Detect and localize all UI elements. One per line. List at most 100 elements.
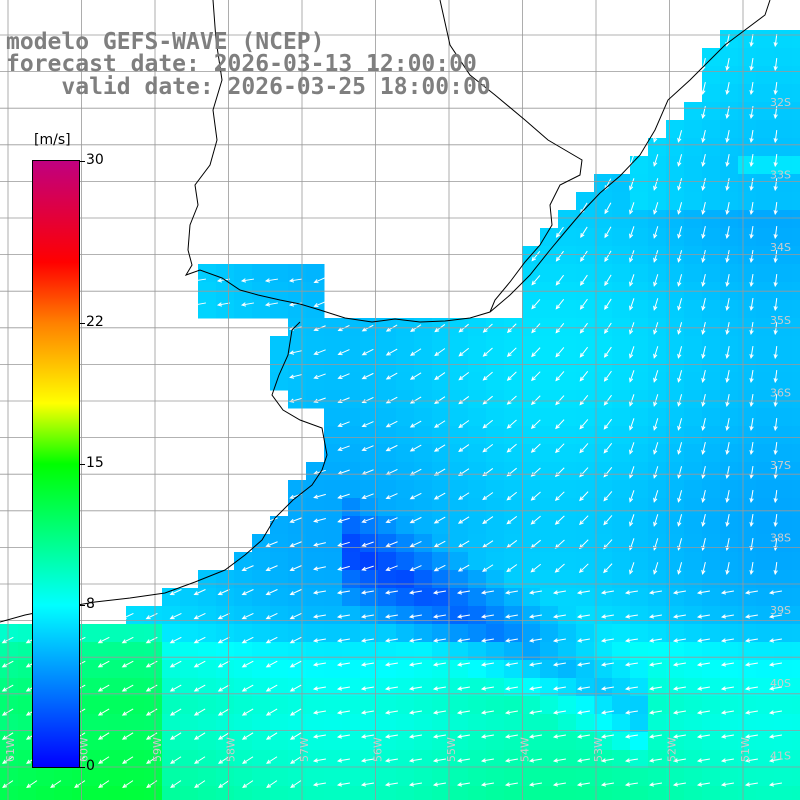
wind-cell — [468, 516, 487, 535]
wind-cell — [522, 624, 541, 643]
wind-arrow — [289, 684, 302, 692]
wind-arrow — [629, 250, 635, 263]
wind-cell — [540, 408, 559, 427]
wind-arrow — [773, 297, 778, 312]
wind-arrow — [773, 57, 778, 72]
wind-arrow — [408, 590, 422, 595]
wind-cell — [342, 516, 361, 535]
wind-cell — [414, 516, 433, 535]
wind-arrow — [408, 782, 422, 787]
wind-arrow — [653, 490, 659, 503]
wind-cell — [324, 552, 343, 571]
wind-arrow — [218, 780, 230, 789]
wind-cell — [630, 714, 649, 733]
wind-arrow — [701, 370, 706, 383]
wind-cell — [702, 228, 721, 247]
wind-cell — [540, 318, 559, 337]
wind-cell — [486, 642, 505, 661]
wind-arrow — [531, 371, 541, 382]
wind-cell — [756, 462, 775, 481]
wind-cell — [702, 192, 721, 211]
wind-cell — [180, 786, 199, 800]
wind-arrow — [360, 734, 374, 739]
wind-arrow — [725, 370, 730, 384]
wind-arrow — [408, 614, 422, 619]
wind-cell — [234, 606, 253, 625]
wind-cell — [450, 336, 469, 355]
wind-cell — [792, 534, 800, 553]
wind-cell — [558, 516, 577, 535]
wind-arrow — [122, 756, 134, 764]
wind-arrow — [530, 419, 541, 429]
wind-arrow — [749, 489, 754, 504]
wind-cell — [792, 318, 800, 337]
wind-arrow — [265, 612, 278, 620]
wind-cell — [576, 192, 595, 211]
wind-cell — [306, 786, 325, 800]
wind-cell — [288, 300, 307, 319]
wind-cell — [648, 264, 667, 283]
wind-cell — [306, 390, 325, 409]
wind-cell — [144, 642, 163, 661]
wind-arrow — [313, 493, 326, 499]
wind-arrow — [530, 563, 542, 573]
wind-cell — [504, 786, 523, 800]
wind-cell — [378, 462, 397, 481]
wind-arrow — [773, 417, 778, 432]
wind-cell — [342, 732, 361, 751]
wind-cell — [558, 768, 577, 787]
wind-cell — [684, 714, 703, 733]
wind-cell — [468, 678, 487, 697]
wind-arrow — [555, 347, 565, 358]
wind-arrow — [604, 226, 612, 239]
wind-cell — [522, 354, 541, 373]
wind-cell — [378, 678, 397, 697]
wind-arrow — [768, 590, 782, 595]
wind-cell — [396, 462, 415, 481]
wind-arrow — [456, 758, 470, 763]
wind-cell — [324, 498, 343, 517]
wind-arrow — [720, 662, 734, 667]
wind-cell — [252, 660, 271, 679]
wind-cell — [252, 264, 271, 283]
wind-arrow — [528, 782, 542, 787]
wind-cell — [576, 246, 595, 265]
wind-cell — [702, 498, 721, 517]
wind-cell — [756, 336, 775, 355]
wind-cell — [360, 750, 379, 769]
wind-cell — [270, 354, 289, 373]
latitude-label: 41S — [770, 749, 791, 762]
wind-cell — [342, 768, 361, 787]
wind-cell — [612, 264, 631, 283]
wind-arrow — [696, 638, 710, 643]
wind-arrow — [773, 513, 778, 528]
wind-cell — [702, 66, 721, 85]
wind-cell — [180, 732, 199, 751]
wind-cell — [702, 408, 721, 427]
wind-arrow — [266, 756, 278, 764]
wind-cell — [396, 588, 415, 607]
wind-cell — [684, 156, 703, 175]
wind-cell — [324, 642, 343, 661]
wind-cell — [504, 642, 523, 661]
wind-cell — [792, 606, 800, 625]
wind-cell — [324, 660, 343, 679]
wind-cell — [324, 624, 343, 643]
wind-cell — [306, 264, 325, 283]
wind-cell — [648, 372, 667, 391]
wind-arrow — [289, 660, 302, 668]
wind-cell — [594, 192, 613, 211]
wind-arrow — [312, 638, 326, 643]
wind-cell — [126, 642, 145, 661]
wind-cell — [108, 696, 127, 715]
wind-cell — [630, 786, 649, 800]
wind-cell — [738, 372, 757, 391]
wind-cell — [576, 354, 595, 373]
wind-cell — [720, 516, 739, 535]
wind-cell — [792, 210, 800, 229]
wind-arrow — [696, 710, 710, 715]
wind-cell — [360, 714, 379, 733]
wind-arrow — [725, 442, 730, 456]
wind-cell — [756, 354, 775, 373]
